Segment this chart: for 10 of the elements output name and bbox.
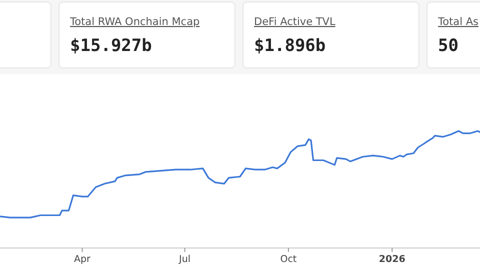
text: 50 (438, 36, 458, 56)
text: $15.927b (70, 36, 152, 56)
x-tick-label: Apr (74, 254, 91, 265)
x-tick-label: Jul (178, 254, 191, 265)
text: Total RWA Onchain Mcap (69, 16, 200, 28)
text: DeFi Active TVL (254, 16, 336, 28)
text: $1.896b (254, 36, 326, 56)
x-tick-label: 2026 (378, 254, 406, 265)
text: Total As (437, 16, 479, 28)
x-tick-label: Oct (280, 254, 297, 265)
